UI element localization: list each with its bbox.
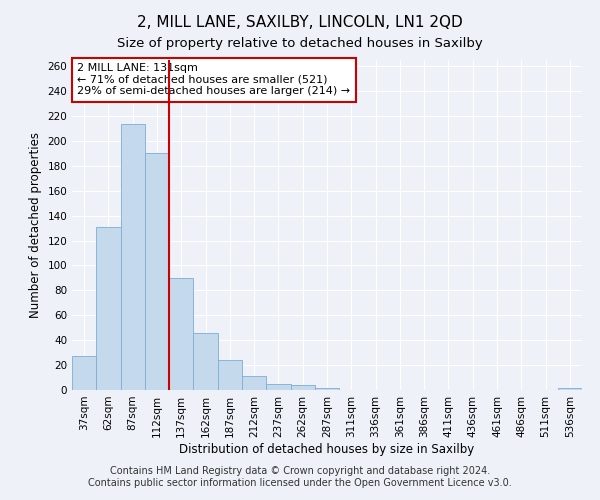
Bar — [558, 388, 582, 390]
Bar — [145, 154, 169, 390]
Text: 2, MILL LANE, SAXILBY, LINCOLN, LN1 2QD: 2, MILL LANE, SAXILBY, LINCOLN, LN1 2QD — [137, 15, 463, 30]
X-axis label: Distribution of detached houses by size in Saxilby: Distribution of detached houses by size … — [179, 442, 475, 456]
Bar — [193, 332, 218, 390]
Text: Contains HM Land Registry data © Crown copyright and database right 2024.
Contai: Contains HM Land Registry data © Crown c… — [88, 466, 512, 487]
Bar — [121, 124, 145, 390]
Bar — [242, 376, 266, 390]
Bar — [266, 384, 290, 390]
Text: 2 MILL LANE: 131sqm
← 71% of detached houses are smaller (521)
29% of semi-detac: 2 MILL LANE: 131sqm ← 71% of detached ho… — [77, 64, 350, 96]
Bar — [72, 356, 96, 390]
Bar — [96, 227, 121, 390]
Bar — [315, 388, 339, 390]
Text: Size of property relative to detached houses in Saxilby: Size of property relative to detached ho… — [117, 38, 483, 51]
Y-axis label: Number of detached properties: Number of detached properties — [29, 132, 42, 318]
Bar — [218, 360, 242, 390]
Bar — [290, 385, 315, 390]
Bar — [169, 278, 193, 390]
